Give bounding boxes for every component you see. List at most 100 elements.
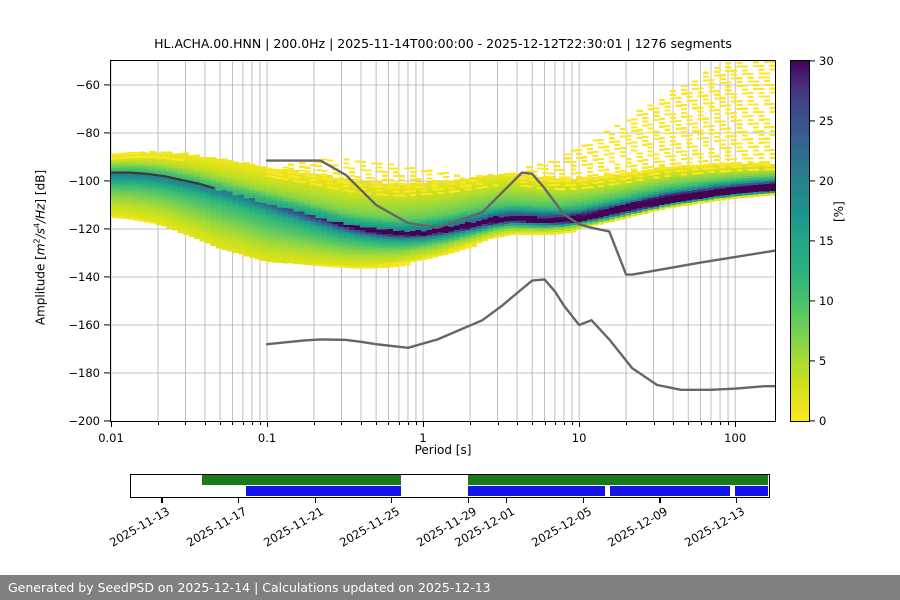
- y-tick-label: −160: [68, 318, 100, 332]
- timeline-tick-mark: [391, 498, 393, 503]
- colorbar-tick-mark: [810, 240, 815, 242]
- page-title: HL.ACHA.00.HNN | 200.0Hz | 2025-11-14T00…: [154, 36, 732, 51]
- y-tick-mark: [104, 372, 110, 374]
- y-tick-label: −60: [75, 78, 100, 92]
- psd-plot-area[interactable]: [110, 60, 776, 422]
- timeline-tick-mark: [467, 498, 470, 503]
- y-tick-label: −140: [68, 270, 100, 284]
- x-tick-minor: [497, 422, 499, 425]
- x-tick-minor: [700, 422, 702, 425]
- timeline-tick-label: 2025-12-13: [682, 504, 747, 550]
- x-tick-minor: [653, 422, 655, 425]
- x-tick-minor: [673, 422, 675, 425]
- colorbar-tick-mark: [810, 180, 815, 182]
- x-tick-minor: [259, 422, 261, 425]
- x-tick-minor: [728, 422, 730, 425]
- colorbar-label: [%]: [832, 201, 846, 222]
- x-tick-minor: [688, 422, 690, 425]
- colorbar-tick-mark: [810, 60, 815, 62]
- colorbar-tick-label: 30: [819, 54, 834, 68]
- colorbar-ticks: 0 5 10 15 20 25 30: [810, 54, 880, 428]
- x-tick-minor: [251, 422, 253, 425]
- x-axis-label: Period [s]: [414, 443, 472, 457]
- timeline-tick-label: 2025-11-25: [337, 504, 403, 550]
- y-tick-mark: [104, 420, 110, 422]
- x-tick-minor: [571, 422, 573, 425]
- y-tick-label: −200: [68, 414, 100, 428]
- timeline-tick-label: 2025-11-17: [184, 504, 250, 550]
- x-tick-label: 0.1: [257, 431, 277, 445]
- psd-density-histogram: [111, 61, 775, 269]
- x-tick-label: 1: [419, 431, 427, 445]
- colorbar-tick-label: 15: [819, 234, 834, 248]
- x-tick-minor: [626, 422, 628, 425]
- colorbar-tick-label: 20: [819, 174, 834, 188]
- timeline-tick-mark: [238, 498, 240, 503]
- x-tick-minor: [415, 422, 417, 425]
- colorbar-tick-label: 10: [819, 294, 834, 308]
- x-tick-label: 100: [724, 431, 747, 445]
- y-tick-mark: [104, 84, 110, 86]
- coverage-timeline-axis: 2025-11-13 2025-11-17 2025-11-21 2025-11-25…: [108, 498, 770, 550]
- coverage-timeline[interactable]: [130, 474, 770, 498]
- timeline-tick-label: 2025-12-05: [528, 504, 594, 550]
- x-tick-minor: [470, 422, 472, 425]
- x-tick-mark: [579, 422, 581, 427]
- timeline-tick-mark: [506, 498, 508, 503]
- timeline-tick-mark: [659, 498, 661, 503]
- x-tick-minor: [157, 422, 159, 425]
- timeline-tick-label: 2025-12-09: [605, 504, 671, 550]
- x-tick-minor: [360, 422, 362, 425]
- mode-line: [111, 171, 215, 190]
- colorbar-tick-mark: [810, 120, 815, 122]
- coverage-segment-green: [202, 475, 402, 485]
- timeline-tick-mark: [314, 498, 316, 503]
- x-tick-minor: [554, 422, 556, 425]
- timeline-tick-mark: [161, 498, 163, 503]
- noise-model-line: [265, 278, 775, 391]
- x-tick-minor: [532, 422, 534, 425]
- x-tick-minor: [388, 422, 390, 425]
- x-tick-minor: [341, 422, 343, 425]
- noise-model-line: [265, 159, 775, 276]
- x-tick-mark: [735, 422, 737, 427]
- y-tick-label: −80: [75, 126, 100, 140]
- x-tick-minor: [517, 422, 519, 425]
- y-tick-mark: [104, 324, 110, 326]
- x-tick-minor: [376, 422, 378, 425]
- x-tick-mark: [423, 422, 425, 427]
- colorbar-tick-label: 0: [819, 414, 827, 428]
- colorbar-tick-label: 25: [819, 114, 834, 128]
- colorbar-tick-mark: [810, 420, 815, 422]
- x-tick-minor: [242, 422, 244, 425]
- x-tick-minor: [564, 422, 565, 425]
- x-tick-label: 10: [571, 431, 587, 445]
- y-tick-mark: [104, 180, 110, 182]
- y-tick-mark: [104, 276, 110, 278]
- x-tick-minor: [544, 422, 546, 425]
- x-tick-label: 0.01: [98, 431, 124, 445]
- coverage-segment-blue: [245, 486, 402, 496]
- x-tick-minor: [204, 422, 206, 425]
- colorbar-tick-mark: [810, 360, 815, 362]
- x-tick-minor: [710, 422, 712, 425]
- psd-canvas: [111, 61, 775, 421]
- y-tick-mark: [104, 132, 110, 134]
- coverage-segment-blue: [610, 486, 731, 496]
- timeline-tick-mark: [735, 498, 738, 503]
- x-tick-minor: [314, 422, 315, 425]
- y-tick-label: −120: [68, 222, 100, 236]
- y-tick-mark: [104, 228, 110, 230]
- coverage-segment-blue: [735, 486, 769, 496]
- timeline-tick-label: 2025-11-21: [260, 504, 326, 550]
- x-tick-minor: [720, 422, 722, 425]
- y-tick-label: −180: [68, 366, 100, 380]
- y-axis: Amplitude [m2/s4/Hz] [dB] −60 −80 −100 −120…: [0, 60, 110, 428]
- footer-bar: Generated by SeedPSD on 2025-12-14 | Cal…: [0, 575, 900, 600]
- x-tick-minor: [220, 422, 222, 425]
- x-tick-minor: [185, 422, 187, 425]
- colorbar-tick-mark: [810, 300, 815, 302]
- x-tick-minor: [398, 422, 400, 425]
- x-tick-minor: [407, 422, 409, 425]
- timeline-tick-mark: [582, 498, 584, 503]
